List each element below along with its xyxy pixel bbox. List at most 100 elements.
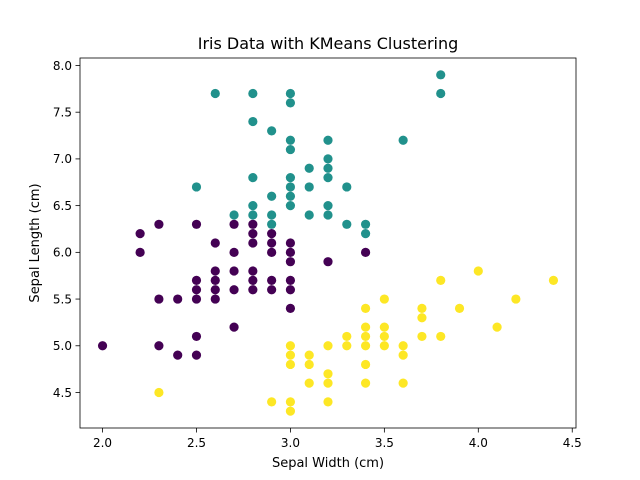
data-point-cluster-2 (379, 322, 389, 332)
y-tick-label: 4.5 (53, 386, 72, 400)
data-point-cluster-0 (267, 247, 277, 257)
x-tick-label: 2.0 (93, 436, 112, 450)
data-point-cluster-0 (210, 275, 220, 285)
data-point-cluster-1 (304, 210, 314, 220)
data-point-cluster-0 (229, 219, 239, 229)
plot-frame (79, 57, 577, 429)
y-tick-label: 6.5 (53, 199, 72, 213)
chart-title: Iris Data with KMeans Clustering (198, 34, 459, 53)
data-point-cluster-2 (304, 350, 314, 360)
y-tick-label: 7.5 (53, 105, 72, 119)
data-point-cluster-1 (229, 210, 239, 220)
data-point-cluster-0 (229, 247, 239, 257)
data-point-cluster-2 (360, 341, 371, 351)
data-point-cluster-1 (285, 173, 296, 183)
data-point-cluster-2 (323, 397, 333, 407)
data-point-cluster-2 (323, 378, 333, 388)
data-point-cluster-0 (248, 275, 258, 285)
data-point-cluster-0 (135, 229, 145, 239)
data-points (97, 70, 559, 416)
data-point-cluster-0 (97, 341, 108, 351)
data-point-cluster-2 (398, 378, 408, 388)
data-point-cluster-0 (135, 247, 145, 257)
data-point-cluster-1 (342, 219, 352, 229)
plot-area (80, 58, 576, 428)
x-axis-label: Sepal Width (cm) (272, 456, 384, 471)
data-point-cluster-0 (191, 331, 202, 342)
data-point-cluster-1 (360, 219, 371, 229)
data-point-cluster-2 (548, 275, 559, 285)
data-point-cluster-2 (360, 322, 371, 332)
data-point-cluster-0 (360, 247, 371, 257)
data-point-cluster-1 (323, 210, 333, 220)
data-point-cluster-2 (323, 369, 333, 379)
data-point-cluster-0 (210, 266, 220, 276)
data-point-cluster-1 (267, 126, 277, 136)
y-tick-label: 7.0 (53, 152, 72, 166)
data-point-cluster-2 (360, 331, 371, 342)
data-point-cluster-2 (473, 266, 483, 276)
data-point-cluster-0 (285, 275, 296, 285)
y-axis-label: Sepal Length (cm) (28, 183, 43, 302)
data-point-cluster-1 (342, 182, 352, 192)
data-point-cluster-0 (323, 257, 333, 267)
data-point-cluster-0 (210, 285, 220, 295)
x-tick-label: 4.5 (563, 436, 582, 450)
x-axis-ticks: 2.0 2.5 3.0 3.5 4.0 4.5 (93, 428, 582, 450)
data-point-cluster-0 (267, 285, 277, 295)
data-point-cluster-0 (285, 285, 296, 295)
data-point-cluster-0 (191, 294, 202, 304)
data-point-cluster-2 (492, 322, 502, 332)
data-point-cluster-2 (360, 359, 371, 370)
data-point-cluster-1 (248, 201, 258, 211)
data-point-cluster-1 (304, 182, 314, 192)
x-tick-label: 3.5 (375, 436, 394, 450)
data-point-cluster-1 (285, 98, 296, 108)
data-point-cluster-2 (342, 341, 352, 351)
data-point-cluster-2 (360, 303, 371, 313)
data-point-cluster-2 (379, 294, 389, 304)
data-point-cluster-1 (285, 135, 296, 145)
y-tick-label: 5.5 (53, 292, 72, 306)
data-point-cluster-1 (323, 163, 333, 173)
data-point-cluster-2 (285, 350, 296, 360)
data-point-cluster-0 (248, 285, 258, 295)
x-tick-label: 3.0 (281, 436, 300, 450)
data-point-cluster-1 (285, 182, 296, 192)
data-point-cluster-1 (285, 144, 296, 155)
data-point-cluster-2 (304, 359, 314, 370)
data-point-cluster-2 (379, 341, 389, 351)
data-point-cluster-2 (417, 313, 427, 323)
data-point-cluster-2 (436, 331, 446, 342)
data-point-cluster-0 (173, 294, 183, 304)
data-point-cluster-1 (360, 229, 371, 239)
data-point-cluster-0 (267, 275, 277, 285)
data-point-cluster-2 (417, 303, 427, 313)
data-point-cluster-0 (191, 285, 202, 295)
data-point-cluster-2 (398, 341, 408, 351)
data-point-cluster-2 (379, 331, 389, 342)
data-point-cluster-2 (323, 341, 333, 351)
data-point-cluster-0 (229, 266, 239, 276)
x-tick-label: 4.0 (469, 436, 488, 450)
data-point-cluster-1 (398, 135, 408, 145)
data-point-cluster-2 (398, 350, 408, 360)
data-point-cluster-1 (210, 88, 220, 99)
data-point-cluster-1 (323, 173, 333, 183)
data-point-cluster-2 (342, 331, 352, 342)
y-axis-ticks: 4.5 5.0 5.5 6.0 6.5 7.0 7.5 8.0 (53, 59, 80, 400)
data-point-cluster-0 (154, 219, 164, 229)
y-tick-label: 8.0 (53, 59, 72, 73)
data-point-cluster-0 (191, 275, 202, 285)
data-point-cluster-2 (304, 378, 314, 388)
data-point-cluster-2 (285, 406, 296, 416)
data-point-cluster-1 (191, 182, 202, 192)
data-point-cluster-0 (229, 322, 239, 332)
data-point-cluster-1 (285, 88, 296, 99)
data-point-cluster-0 (285, 303, 296, 313)
data-point-cluster-0 (248, 266, 258, 276)
data-point-cluster-2 (360, 378, 371, 388)
data-point-cluster-0 (229, 285, 239, 295)
data-point-cluster-1 (267, 219, 277, 229)
